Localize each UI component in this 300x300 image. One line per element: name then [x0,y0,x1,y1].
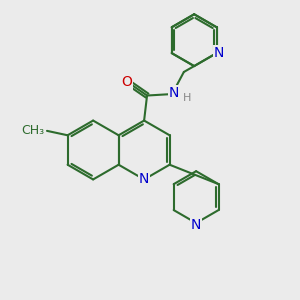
Text: CH₃: CH₃ [22,124,45,137]
Text: H: H [182,93,191,103]
Text: N: N [139,172,149,186]
Text: O: O [121,75,132,89]
Text: N: N [214,46,224,60]
Text: N: N [168,86,179,100]
Text: N: N [191,218,201,233]
